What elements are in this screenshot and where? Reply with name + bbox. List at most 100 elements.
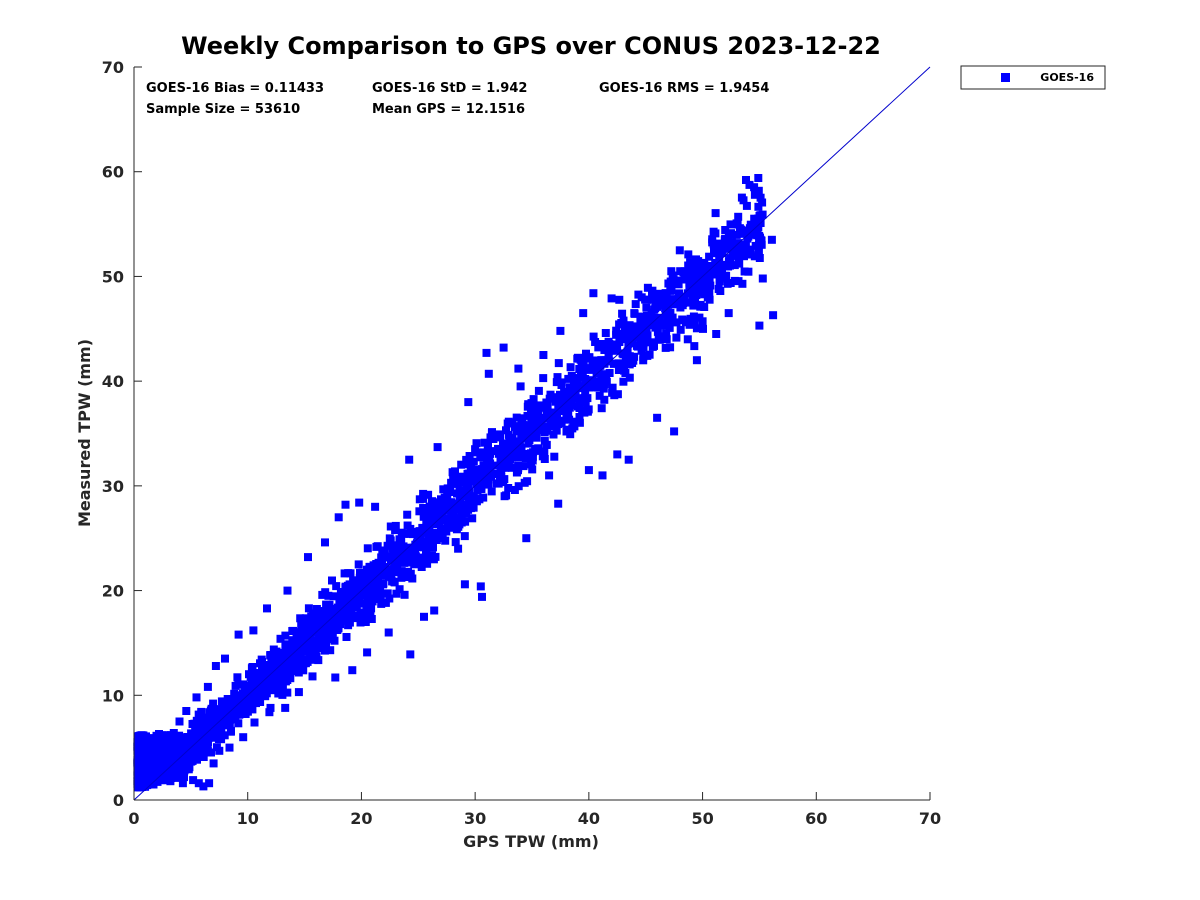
cloud-marker <box>553 411 561 420</box>
data-point <box>624 455 633 464</box>
cloud-marker <box>700 258 709 267</box>
cloud-marker <box>395 549 404 557</box>
data-point <box>159 771 168 780</box>
data-point <box>182 707 191 715</box>
cloud-marker <box>493 470 502 478</box>
cloud-marker <box>656 321 665 330</box>
cloud-marker <box>288 627 297 635</box>
x-tick-label: 50 <box>691 809 713 828</box>
cloud-marker <box>515 422 523 431</box>
cloud-marker <box>170 757 179 766</box>
cloud-marker <box>341 605 350 614</box>
cloud-marker <box>405 558 414 567</box>
cloud-marker <box>449 474 458 483</box>
cloud-marker <box>730 261 739 270</box>
cloud-marker <box>552 378 561 387</box>
y-axis-ticks: 0 10 20 30 40 50 60 70 <box>102 58 142 810</box>
stat-sample-size: Sample Size = 53610 <box>146 102 300 117</box>
cloud-marker <box>690 342 699 351</box>
cloud-marker <box>418 556 427 565</box>
cloud-marker <box>563 425 572 434</box>
data-point <box>133 756 142 765</box>
cloud-marker <box>364 595 373 604</box>
y-axis-label: Measured TPW (mm) <box>75 339 94 527</box>
data-point <box>331 673 340 682</box>
cloud-marker <box>418 528 427 536</box>
cloud-marker <box>507 453 516 462</box>
cloud-marker <box>448 518 457 527</box>
cloud-marker <box>286 651 295 660</box>
cloud-marker <box>545 411 554 420</box>
cloud-marker <box>571 391 580 400</box>
cloud-marker <box>540 428 549 436</box>
cloud-marker <box>381 552 390 561</box>
cloud-marker <box>627 339 636 347</box>
cloud-marker <box>619 316 628 325</box>
cloud-marker <box>452 525 461 534</box>
cloud-marker <box>597 404 606 413</box>
data-point <box>510 486 519 494</box>
cloud-marker <box>422 519 431 528</box>
cloud-marker <box>524 433 533 442</box>
cloud-marker <box>593 362 602 371</box>
cloud-marker <box>176 749 185 758</box>
cloud-marker <box>200 728 209 737</box>
cloud-marker <box>278 690 287 699</box>
cloud-marker <box>718 249 727 258</box>
cloud-marker <box>609 345 618 354</box>
cloud-marker <box>502 491 511 500</box>
cloud-marker <box>218 706 227 715</box>
data-point <box>169 729 178 737</box>
cloud-marker <box>720 236 729 245</box>
cloud-marker <box>133 751 142 760</box>
cloud-marker <box>648 286 657 295</box>
cloud-marker <box>365 581 374 590</box>
cloud-marker <box>152 744 161 753</box>
data-point <box>363 648 372 657</box>
cloud-marker <box>414 543 423 552</box>
data-point <box>141 768 150 777</box>
data-point <box>460 580 469 589</box>
data-point <box>205 779 214 788</box>
cloud-marker <box>424 552 433 561</box>
cloud-marker <box>538 452 547 461</box>
cloud-marker <box>684 275 693 284</box>
cloud-marker <box>519 450 527 458</box>
cloud-marker <box>463 469 472 478</box>
cloud-marker <box>642 303 651 312</box>
cloud-marker <box>297 628 306 636</box>
cloud-marker <box>758 198 767 207</box>
cloud-marker <box>294 668 303 677</box>
cloud-marker <box>679 268 688 277</box>
cloud-marker <box>672 333 681 342</box>
y-tick-label: 40 <box>102 372 124 391</box>
cloud-marker <box>569 417 578 426</box>
cloud-marker <box>476 453 485 462</box>
cloud-marker <box>577 363 586 372</box>
cloud-marker <box>693 282 702 291</box>
data-point <box>653 413 662 422</box>
data-point <box>263 604 271 613</box>
data-point <box>482 348 491 357</box>
cloud-marker <box>368 575 377 584</box>
data-point <box>321 538 329 547</box>
cloud-marker <box>523 411 532 420</box>
cloud-marker <box>534 401 543 410</box>
cloud-marker <box>231 711 240 720</box>
cloud-marker <box>318 590 327 599</box>
cloud-marker <box>326 604 335 613</box>
cloud-marker <box>704 270 713 279</box>
cloud-marker <box>581 386 590 395</box>
x-axis-ticks: 0 10 20 30 40 50 60 70 <box>128 792 941 828</box>
cloud-marker <box>188 750 197 759</box>
cloud-marker <box>684 250 693 259</box>
cloud-marker <box>390 563 399 572</box>
cloud-marker <box>615 320 624 329</box>
data-point <box>613 450 622 459</box>
cloud-marker <box>716 270 725 279</box>
data-point <box>641 335 650 344</box>
cloud-marker <box>455 520 464 529</box>
chart-title: Weekly Comparison to GPS over CONUS 2023… <box>181 32 881 60</box>
cloud-marker <box>592 357 601 365</box>
cloud-marker <box>241 686 250 695</box>
